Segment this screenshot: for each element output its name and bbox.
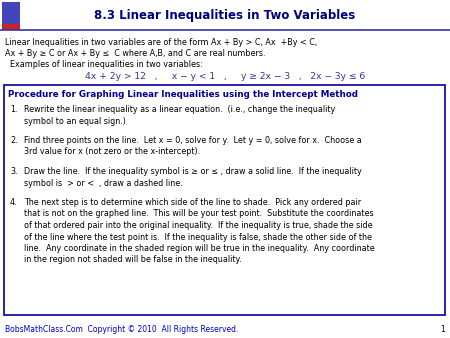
- Text: BobsMathClass.Com  Copyright © 2010  All Rights Reserved.: BobsMathClass.Com Copyright © 2010 All R…: [5, 325, 238, 334]
- Text: 1.: 1.: [10, 105, 18, 114]
- Text: that is not on the graphed line.  This will be your test point.  Substitute the : that is not on the graphed line. This wi…: [24, 210, 374, 218]
- Text: Rewrite the linear inequality as a linear equation.  (i.e., change the inequalit: Rewrite the linear inequality as a linea…: [24, 105, 335, 114]
- Text: Draw the line.  If the inequality symbol is ≥ or ≤ , draw a solid line.  If the : Draw the line. If the inequality symbol …: [24, 167, 362, 176]
- Text: The next step is to determine which side of the line to shade.  Pick any ordered: The next step is to determine which side…: [24, 198, 361, 207]
- Text: of the line where the test point is.  If the inequality is false, shade the othe: of the line where the test point is. If …: [24, 233, 372, 241]
- Bar: [2, 24, 20, 30]
- Text: 4x + 2y > 12   ,     x − y < 1   ,     y ≥ 2x − 3   ,   2x − 3y ≤ 6: 4x + 2y > 12 , x − y < 1 , y ≥ 2x − 3 , …: [85, 72, 365, 81]
- Text: of that ordered pair into the original inequality.  If the inequality is true, s: of that ordered pair into the original i…: [24, 221, 373, 230]
- Bar: [4, 85, 445, 315]
- Text: symbol is  > or <  , draw a dashed line.: symbol is > or < , draw a dashed line.: [24, 178, 183, 188]
- Bar: [2, 2, 20, 24]
- Text: Find three points on the line.  Let x = 0, solve for y.  Let y = 0, solve for x.: Find three points on the line. Let x = 0…: [24, 136, 362, 145]
- Text: symbol to an equal sign.): symbol to an equal sign.): [24, 117, 126, 125]
- Text: Examples of linear inequalities in two variables:: Examples of linear inequalities in two v…: [10, 60, 203, 69]
- Text: Linear Inequalities in two variables are of the form Ax + By > C, Ax  +By < C,: Linear Inequalities in two variables are…: [5, 38, 317, 47]
- Text: in the region not shaded will be false in the inequality.: in the region not shaded will be false i…: [24, 256, 242, 265]
- Text: 1: 1: [440, 325, 445, 334]
- Text: 2.: 2.: [10, 136, 18, 145]
- Text: 3.: 3.: [10, 167, 18, 176]
- Text: 8.3 Linear Inequalities in Two Variables: 8.3 Linear Inequalities in Two Variables: [94, 9, 356, 23]
- Text: Procedure for Graphing Linear Inequalities using the Intercept Method: Procedure for Graphing Linear Inequaliti…: [8, 90, 358, 99]
- Text: 4.: 4.: [10, 198, 18, 207]
- Text: line.  Any coordinate in the shaded region will be true in the inequality.  Any : line. Any coordinate in the shaded regio…: [24, 244, 375, 253]
- Text: Ax + By ≥ C or Ax + By ≤  C where A,B, and C are real numbers.: Ax + By ≥ C or Ax + By ≤ C where A,B, an…: [5, 49, 265, 58]
- Text: 3rd value for x (not zero or the x-intercept).: 3rd value for x (not zero or the x-inter…: [24, 147, 200, 156]
